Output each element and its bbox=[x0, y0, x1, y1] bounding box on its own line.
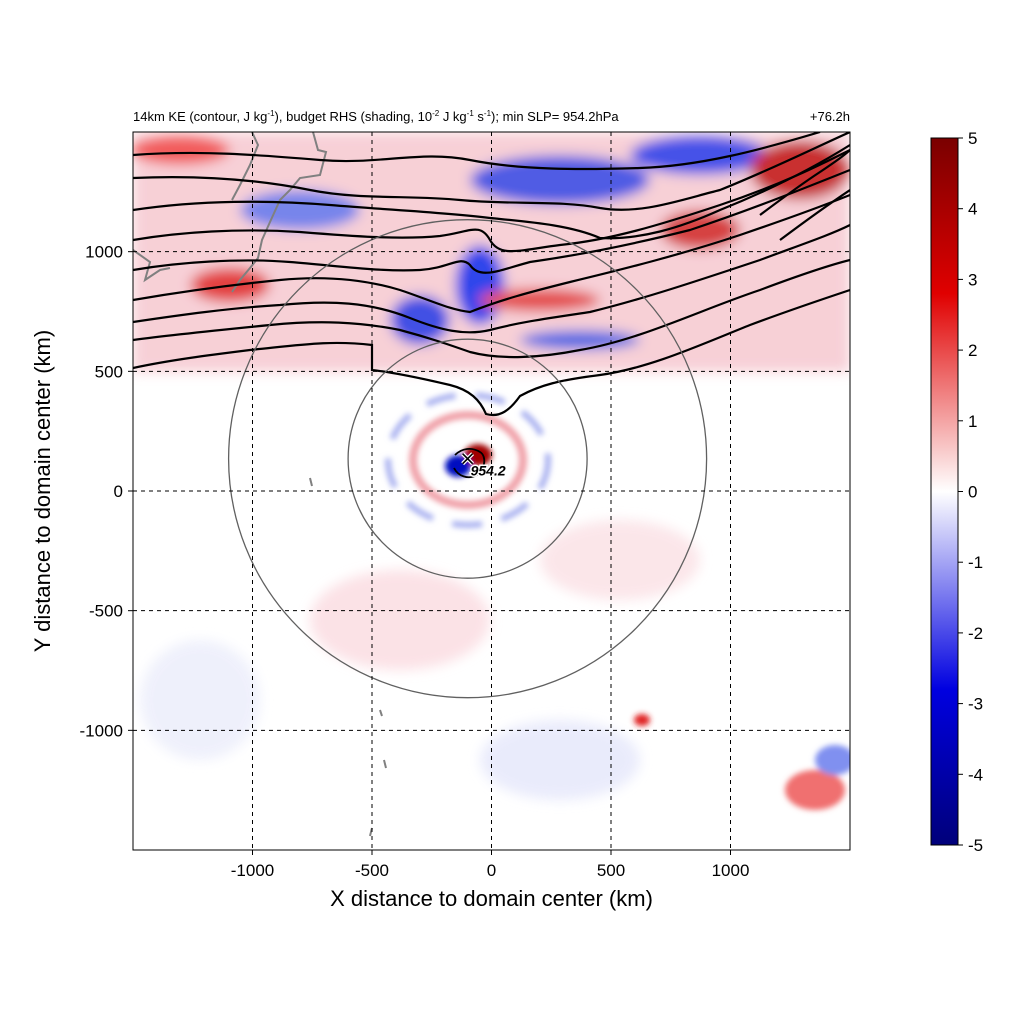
forecast-hour-label: +76.2h bbox=[810, 109, 850, 124]
shade-lavender-s bbox=[480, 720, 640, 800]
x-tick-label: -500 bbox=[355, 861, 389, 880]
shade-red-mid bbox=[480, 288, 600, 312]
colorbar-tick-label: 1 bbox=[968, 412, 977, 431]
x-tick-label: 500 bbox=[597, 861, 625, 880]
x-axis-label: X distance to domain center (km) bbox=[330, 886, 653, 911]
eyewall-ring-blue bbox=[385, 392, 551, 528]
ke-contour bbox=[133, 132, 850, 211]
colorbar-tick-label: -1 bbox=[968, 553, 983, 572]
chart-title: 14km KE (contour, J kg-1), budget RHS (s… bbox=[133, 109, 619, 124]
x-tick-label: -1000 bbox=[231, 861, 274, 880]
range-circle bbox=[227, 219, 708, 699]
shade-red-nw2 bbox=[133, 135, 230, 165]
island-dots bbox=[309, 477, 387, 837]
shade-red-e bbox=[634, 714, 650, 726]
coastline-china bbox=[133, 249, 171, 283]
storm-min-slp-label: 954.2 bbox=[471, 463, 506, 479]
colorbar-tick-label: 3 bbox=[968, 270, 977, 289]
coastline-korea bbox=[231, 132, 260, 201]
ke-contour bbox=[133, 193, 850, 314]
ke-contours bbox=[133, 132, 850, 479]
y-tick-label: 500 bbox=[95, 362, 123, 381]
shade-blue-w bbox=[240, 190, 360, 230]
coastline-japan bbox=[231, 132, 328, 293]
ke-contour bbox=[133, 288, 850, 417]
ke-contour-eye bbox=[453, 448, 486, 479]
eyewall-ring-pink bbox=[409, 411, 527, 509]
x-axis: -1000 -500 0 500 1000 bbox=[231, 850, 750, 880]
shade-blue-se-corner bbox=[815, 745, 850, 775]
y-axis: -1000 -500 0 500 1000 bbox=[80, 243, 133, 740]
colorbar-tick-label: -5 bbox=[968, 836, 983, 855]
shade-pink-sw bbox=[310, 570, 490, 670]
ke-contour bbox=[133, 132, 821, 171]
y-tick-label: -1000 bbox=[80, 721, 123, 740]
y-tick-label: 0 bbox=[114, 482, 123, 501]
y-tick-label: -500 bbox=[89, 602, 123, 621]
colorbar-tick-label: -2 bbox=[968, 624, 983, 643]
coastlines bbox=[133, 132, 387, 837]
storm-center-marker: 954.2 bbox=[461, 452, 507, 480]
ke-contour bbox=[133, 168, 850, 274]
ke-contour bbox=[133, 224, 850, 334]
shade-pink-se bbox=[540, 520, 700, 600]
colorbar-ticks: 5 4 3 2 1 0 -1 -2 -3 -4 -5 bbox=[958, 129, 983, 855]
colorbar-tick-label: -3 bbox=[968, 695, 983, 714]
shade-blue-n1 bbox=[390, 295, 450, 345]
shade-blue-mid bbox=[520, 330, 640, 350]
shade-blue-n2 bbox=[455, 245, 505, 325]
colorbar-tick-label: 5 bbox=[968, 129, 977, 148]
shade-red-se-corner bbox=[785, 770, 845, 810]
storm-x-icon bbox=[462, 453, 474, 465]
range-circle bbox=[347, 338, 588, 579]
colorbar-tick-label: 2 bbox=[968, 341, 977, 360]
y-tick-label: 1000 bbox=[85, 243, 123, 262]
ke-contour bbox=[133, 144, 850, 240]
range-circles bbox=[227, 219, 708, 699]
ke-contour bbox=[779, 189, 850, 241]
ke-contour bbox=[133, 149, 850, 253]
shade-blue-n4 bbox=[630, 135, 770, 175]
shade-blue-n3 bbox=[470, 155, 650, 205]
x-tick-label: 0 bbox=[487, 861, 496, 880]
shade-lavender-w bbox=[140, 640, 260, 760]
plot-area: 954.2 bbox=[133, 132, 850, 850]
colorbar-tick-label: 0 bbox=[968, 483, 977, 502]
colorbar: 5 4 3 2 1 0 -1 -2 -3 -4 -5 bbox=[930, 129, 983, 855]
colorbar-tick-label: -4 bbox=[968, 765, 983, 784]
y-axis-label: Y distance to domain center (km) bbox=[30, 330, 55, 652]
x-tick-label: 1000 bbox=[712, 861, 750, 880]
colorbar-strip bbox=[930, 137, 959, 846]
colorbar-tick-label: 4 bbox=[968, 200, 977, 219]
ke-contour bbox=[759, 149, 850, 216]
